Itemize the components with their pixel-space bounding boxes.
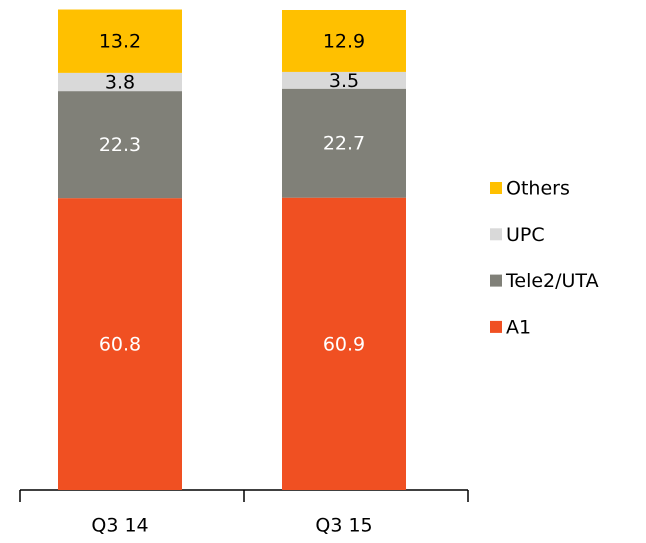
data-label: 13.2 xyxy=(99,31,141,53)
legend-label: UPC xyxy=(506,224,545,246)
bar-segment xyxy=(58,9,182,73)
legend-label: Others xyxy=(506,178,570,200)
bar-segment xyxy=(58,198,182,490)
data-label: 3.5 xyxy=(329,70,359,92)
legend-swatch xyxy=(490,182,502,194)
bar-segment xyxy=(58,91,182,199)
bar-segment xyxy=(58,72,182,92)
legend-label: Tele2/UTA xyxy=(505,270,599,292)
legend-swatch xyxy=(490,228,502,241)
legend-label: A1 xyxy=(506,316,531,338)
legend-swatch xyxy=(490,274,502,287)
data-label: 12.9 xyxy=(323,30,365,52)
data-label: 3.8 xyxy=(105,72,135,94)
data-label: 22.7 xyxy=(323,133,365,155)
bar-segment xyxy=(282,71,406,89)
data-label: 60.8 xyxy=(99,334,141,356)
bar-segment xyxy=(282,88,406,198)
x-tick-label: Q3 14 xyxy=(91,515,148,537)
data-label: 60.9 xyxy=(323,333,365,355)
bar-segment xyxy=(282,197,406,490)
bar-segment xyxy=(282,10,406,72)
x-tick-label: Q3 15 xyxy=(315,515,372,537)
data-label: 22.3 xyxy=(99,134,141,156)
legend-swatch xyxy=(490,320,502,333)
